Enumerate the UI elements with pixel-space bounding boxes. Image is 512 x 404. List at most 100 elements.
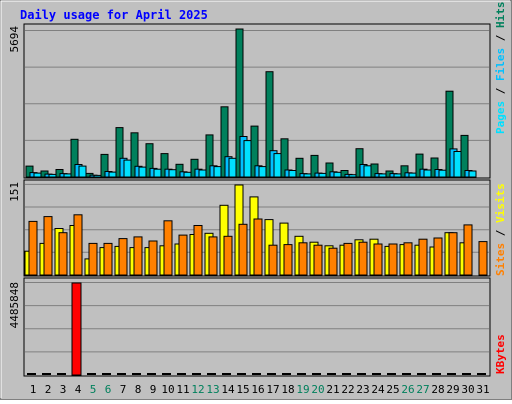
bar-pages-day-16	[258, 166, 267, 178]
x-label-day-2: 2	[45, 383, 52, 396]
bar-kbytes-day-28	[432, 373, 441, 375]
bar-pages-day-3	[63, 173, 72, 178]
bar-pages-day-8	[138, 166, 147, 178]
bar-pages-day-4	[78, 165, 87, 178]
x-label-day-3: 3	[60, 383, 67, 396]
bar-kbytes-day-29	[447, 373, 456, 375]
bar-layer	[24, 28, 488, 376]
bar-sites-day-27	[418, 238, 428, 276]
x-label-day-31: 31	[476, 383, 489, 396]
bar-pages-day-14	[228, 157, 237, 178]
bar-kbytes-day-15	[237, 373, 246, 375]
legend-hits: Hits	[494, 2, 507, 29]
bar-pages-day-18	[288, 170, 297, 178]
bar-kbytes-day-26	[402, 373, 411, 375]
bar-sites-day-19	[298, 242, 308, 276]
bar-sites-day-1	[28, 220, 38, 276]
bar-sites-day-21	[328, 247, 338, 276]
x-label-day-14: 14	[221, 383, 235, 396]
bar-kbytes-day-14	[222, 373, 231, 375]
bar-kbytes-day-22	[342, 373, 351, 375]
bar-kbytes-day-13	[207, 373, 216, 375]
bar-kbytes-day-30	[462, 373, 471, 375]
bar-kbytes-day-20	[312, 373, 321, 375]
x-label-day-24: 24	[371, 383, 385, 396]
bar-sites-day-18	[283, 244, 293, 276]
bar-pages-day-30	[468, 170, 477, 178]
bar-sites-day-5	[88, 242, 98, 276]
x-label-day-19: 19	[296, 383, 309, 396]
legend-files: Files	[494, 48, 507, 81]
x-label-day-20: 20	[311, 383, 324, 396]
x-label-day-16: 16	[251, 383, 264, 396]
legend-visits: Visits	[494, 183, 507, 223]
bar-sites-day-23	[358, 241, 368, 276]
bar-pages-day-23	[363, 165, 372, 178]
bar-pages-day-1	[33, 172, 42, 178]
bar-pages-day-13	[213, 166, 222, 178]
legend-kbytes-label: KBytes	[494, 334, 507, 374]
bar-kbytes-day-19	[297, 373, 306, 375]
bar-kbytes-day-17	[267, 373, 276, 375]
kbytes-ytick-label: 4485848	[8, 282, 21, 328]
bar-sites-day-24	[373, 243, 383, 276]
bar-pages-day-2	[48, 173, 57, 178]
legend-sites-visits: Sites / Visits	[494, 183, 507, 276]
visits-ytick-label: 151	[8, 182, 21, 202]
legend-sites: Sites	[494, 243, 507, 276]
bar-sites-day-17	[268, 244, 278, 276]
x-label-day-18: 18	[281, 383, 294, 396]
chart-title: Daily usage for April 2025	[20, 8, 208, 22]
bar-sites-day-13	[208, 236, 218, 276]
bar-kbytes-day-24	[372, 373, 381, 375]
bar-kbytes-day-12	[192, 373, 201, 375]
bar-sites-day-22	[343, 242, 353, 276]
bar-sites-day-28	[433, 237, 443, 276]
bar-kbytes-day-16	[252, 373, 261, 375]
bar-sites-day-12	[193, 225, 203, 276]
bar-pages-day-22	[348, 174, 357, 178]
kbytes-panel	[23, 277, 491, 377]
bar-sites-day-6	[103, 242, 113, 276]
bar-sites-day-16	[253, 218, 263, 276]
bar-pages-day-27	[423, 169, 432, 178]
bar-sites-day-10	[163, 220, 173, 276]
bar-sites-day-31	[478, 241, 488, 276]
x-label-day-25: 25	[386, 383, 399, 396]
x-label-day-11: 11	[176, 383, 189, 396]
x-label-day-23: 23	[356, 383, 369, 396]
x-label-day-28: 28	[431, 383, 444, 396]
bar-kbytes-day-2	[42, 373, 51, 375]
legend-kbytes: KBytes	[494, 334, 507, 374]
x-label-day-7: 7	[120, 383, 127, 396]
bar-sites-day-15	[238, 223, 248, 276]
bar-kbytes-day-23	[357, 373, 366, 375]
x-label-day-10: 10	[161, 383, 174, 396]
x-label-day-1: 1	[30, 383, 37, 396]
bar-kbytes-day-25	[387, 373, 396, 375]
grid-layer	[25, 30, 489, 353]
x-label-day-27: 27	[416, 383, 429, 396]
bar-kbytes-day-3	[57, 373, 66, 375]
bar-kbytes-day-8	[132, 373, 141, 375]
x-label-day-21: 21	[326, 383, 339, 396]
bar-sites-day-30	[463, 224, 473, 276]
bar-kbytes-day-10	[162, 373, 171, 375]
bar-pages-day-21	[333, 171, 342, 178]
legend-sep-2: /	[494, 28, 507, 48]
bar-sites-day-20	[313, 244, 323, 276]
bar-kbytes-day-27	[417, 373, 426, 375]
bar-pages-day-28	[438, 169, 447, 178]
legend-sep-1: /	[494, 81, 507, 101]
bar-sites-day-8	[133, 236, 143, 276]
bar-pages-day-20	[318, 172, 327, 178]
x-label-day-17: 17	[266, 383, 279, 396]
bar-pages-day-10	[168, 169, 177, 178]
bar-kbytes-day-18	[282, 373, 291, 375]
x-axis-labels: 1 2 3 4 5 6 7 8 9 10 11 12 13 14 15 16 17 18 19 20 21 22 23 24 2…	[30, 383, 490, 396]
bar-pages-day-19	[303, 173, 312, 178]
bar-sites-day-3	[58, 232, 68, 276]
bar-kbytes-day-9	[147, 373, 156, 375]
bar-sites-day-7	[118, 238, 128, 276]
